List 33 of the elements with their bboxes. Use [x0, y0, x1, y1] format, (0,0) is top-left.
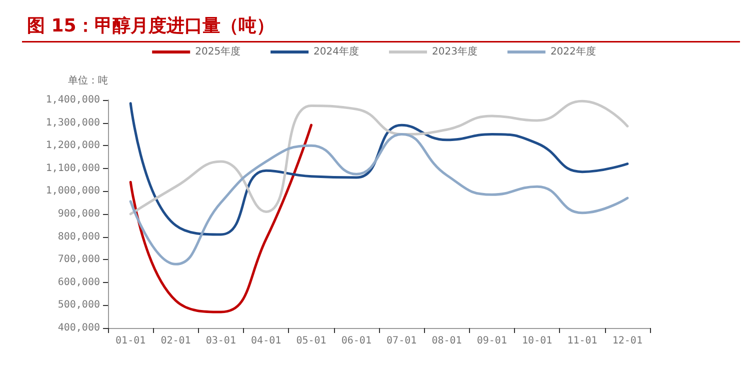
y-tick-label: 1,000,000 — [46, 186, 100, 197]
chart-title: 图 15：甲醇月度进口量（吨） — [27, 16, 274, 36]
legend-label: 2022年度 — [550, 46, 596, 58]
legend-label: 2023年度 — [432, 46, 478, 58]
line-series — [129, 100, 629, 216]
x-tick-label: 11-01 — [567, 336, 598, 346]
x-tick-label: 04-01 — [251, 336, 282, 346]
x-tick-label: 10-01 — [522, 336, 552, 346]
y-tick-label: 1,200,000 — [46, 140, 100, 152]
x-tick-label: 06-01 — [341, 336, 372, 346]
y-tick-label: 700,000 — [58, 254, 100, 266]
y-tick-label: 1,300,000 — [46, 117, 100, 128]
line-series — [129, 102, 629, 236]
x-tick-label: 02-01 — [160, 336, 191, 346]
x-tick-label: 05-01 — [296, 336, 326, 346]
y-tick-label: 1,100,000 — [46, 162, 100, 174]
x-tick-label: 08-01 — [432, 336, 462, 346]
y-tick-label: 600,000 — [58, 276, 100, 288]
x-tick-label: 09-01 — [476, 336, 507, 346]
legend-label: 2025年度 — [195, 46, 241, 58]
x-tick-label: 07-01 — [386, 336, 417, 346]
y-tick-label: 900,000 — [58, 208, 100, 220]
y-tick-label: 400,000 — [58, 322, 100, 334]
legend-label: 2024年度 — [314, 46, 360, 58]
y-tick-label: 1,400,000 — [46, 94, 100, 106]
y-axis-title: 单位：吨 — [68, 74, 108, 86]
y-tick-label: 500,000 — [58, 300, 100, 311]
x-tick-label: 01-01 — [116, 336, 146, 346]
line-series — [129, 132, 629, 266]
x-tick-label: 03-01 — [206, 336, 236, 346]
y-tick-label: 800,000 — [58, 231, 100, 242]
x-tick-label: 12-01 — [612, 336, 642, 346]
line-series — [129, 124, 312, 314]
